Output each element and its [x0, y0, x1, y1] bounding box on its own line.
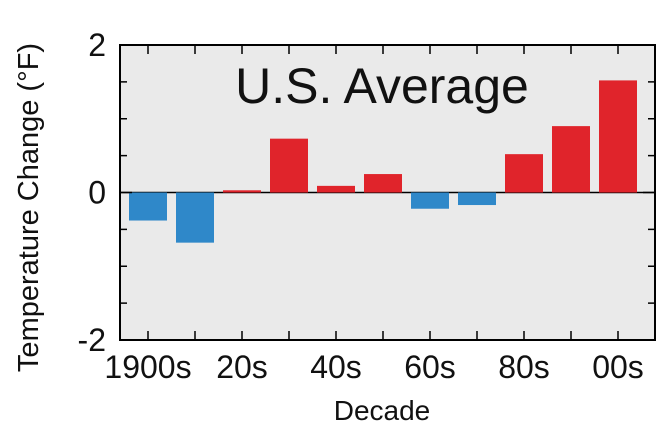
bar-1930s: [270, 138, 308, 193]
bar-1940s: [317, 185, 355, 193]
y-tick-label: -2: [78, 322, 106, 358]
x-tick-label: 60s: [404, 349, 456, 385]
bar-1920s: [223, 190, 261, 193]
bar-1950s: [364, 174, 402, 193]
bar-1990s: [552, 126, 590, 193]
y-axis-label: Temperature Change (°F): [13, 43, 45, 372]
bar-1970s: [458, 192, 496, 206]
x-tick-label: 1900s: [104, 349, 191, 385]
bar-1910s: [176, 192, 214, 243]
bar-2000s: [599, 80, 637, 193]
x-tick-label: 80s: [498, 349, 550, 385]
y-tick-label: 2: [88, 27, 106, 63]
x-tick-label: 20s: [216, 349, 268, 385]
bar-1900s: [129, 192, 167, 221]
bar-1980s: [505, 154, 543, 193]
plot-frame: [119, 44, 656, 341]
y-tick-label: 0: [88, 175, 106, 211]
x-tick-label: 00s: [592, 349, 644, 385]
chart-title: U.S. Average: [235, 58, 529, 114]
bar-1960s: [411, 192, 449, 209]
x-axis-label: Decade: [334, 395, 431, 426]
x-tick-label: 40s: [310, 349, 362, 385]
